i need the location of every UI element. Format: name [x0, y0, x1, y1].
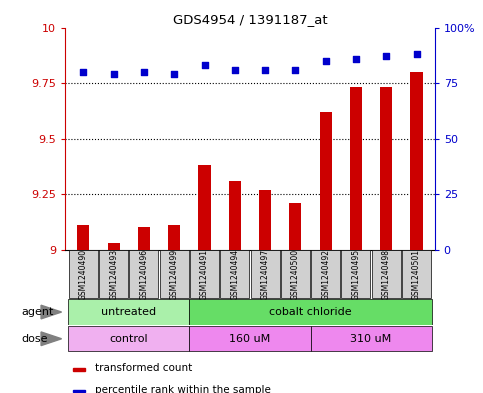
- Point: [292, 66, 299, 73]
- Text: GSM1240498: GSM1240498: [382, 249, 391, 299]
- Text: cobalt chloride: cobalt chloride: [269, 307, 352, 317]
- Point: [170, 71, 178, 77]
- Text: percentile rank within the sample: percentile rank within the sample: [95, 385, 270, 393]
- Bar: [229, 181, 241, 250]
- Bar: [199, 165, 211, 250]
- Point: [200, 62, 208, 68]
- Point: [110, 71, 117, 77]
- Point: [383, 53, 390, 59]
- Bar: [108, 243, 120, 250]
- Bar: [69, 250, 98, 298]
- Bar: [251, 250, 280, 298]
- Text: GSM1240494: GSM1240494: [230, 248, 239, 300]
- Bar: [68, 326, 189, 351]
- Text: 310 uM: 310 uM: [351, 334, 392, 344]
- Bar: [168, 225, 180, 250]
- Bar: [72, 390, 85, 392]
- Point: [80, 69, 87, 75]
- Text: GSM1240495: GSM1240495: [352, 248, 360, 300]
- Bar: [99, 250, 128, 298]
- Polygon shape: [41, 332, 62, 345]
- Point: [140, 69, 148, 75]
- Bar: [160, 250, 189, 298]
- Text: GSM1240496: GSM1240496: [140, 248, 148, 300]
- Title: GDS4954 / 1391187_at: GDS4954 / 1391187_at: [172, 13, 327, 26]
- Bar: [289, 203, 301, 250]
- Text: dose: dose: [22, 334, 48, 344]
- Bar: [341, 250, 370, 298]
- Bar: [259, 189, 271, 250]
- Text: GSM1240492: GSM1240492: [321, 249, 330, 299]
- Bar: [320, 112, 332, 250]
- Point: [322, 58, 329, 64]
- Point: [412, 51, 420, 57]
- Bar: [220, 250, 249, 298]
- Text: GSM1240497: GSM1240497: [261, 248, 270, 300]
- Text: transformed count: transformed count: [95, 363, 192, 373]
- Bar: [411, 72, 423, 250]
- Point: [352, 55, 360, 62]
- Text: GSM1240501: GSM1240501: [412, 249, 421, 299]
- Text: agent: agent: [22, 307, 54, 317]
- Text: control: control: [110, 334, 148, 344]
- Bar: [372, 250, 401, 298]
- Point: [261, 66, 269, 73]
- Text: GSM1240493: GSM1240493: [109, 248, 118, 300]
- Bar: [281, 250, 310, 298]
- Bar: [138, 228, 150, 250]
- Text: 160 uM: 160 uM: [229, 334, 270, 344]
- Polygon shape: [41, 305, 62, 319]
- Bar: [77, 225, 89, 250]
- Point: [231, 66, 239, 73]
- Bar: [189, 299, 432, 325]
- Bar: [311, 326, 432, 351]
- Text: GSM1240499: GSM1240499: [170, 248, 179, 300]
- Text: GSM1240490: GSM1240490: [79, 248, 88, 300]
- Bar: [189, 326, 311, 351]
- Bar: [129, 250, 158, 298]
- Text: GSM1240500: GSM1240500: [291, 248, 300, 300]
- Bar: [402, 250, 431, 298]
- Bar: [311, 250, 340, 298]
- Bar: [350, 88, 362, 250]
- Bar: [72, 368, 85, 371]
- Bar: [190, 250, 219, 298]
- Bar: [68, 299, 189, 325]
- Bar: [380, 88, 392, 250]
- Text: untreated: untreated: [101, 307, 156, 317]
- Text: GSM1240491: GSM1240491: [200, 249, 209, 299]
